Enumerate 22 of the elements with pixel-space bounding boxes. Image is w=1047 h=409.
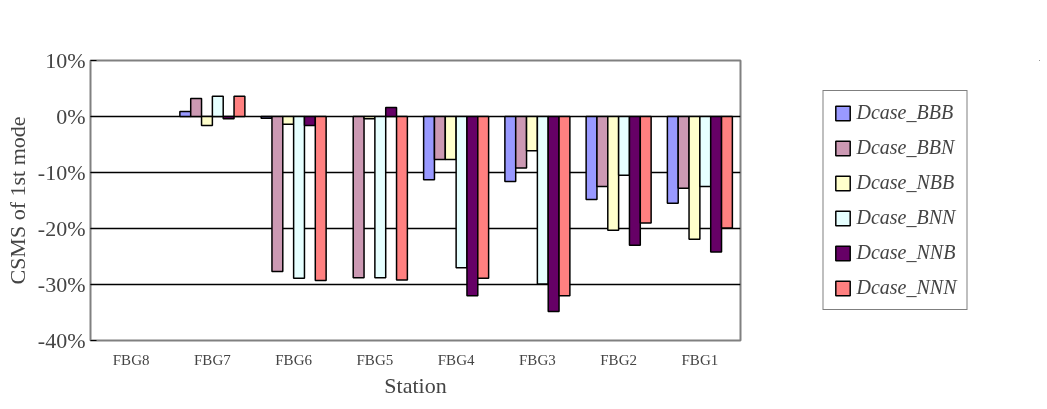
- y-tick-label: -10%: [37, 160, 86, 185]
- y-tick-label: -30%: [37, 272, 86, 297]
- legend-label: Dcase_NBB: [856, 171, 955, 194]
- y-tick-label: 10%: [45, 48, 86, 73]
- y-axis-title: CSMS of 1st mode: [4, 116, 30, 285]
- x-tick-label: FBG5: [356, 351, 394, 368]
- x-tick-label: FBG6: [275, 351, 313, 368]
- y-tick-label: 0%: [56, 104, 86, 129]
- x-tick-label: FBG4: [437, 351, 475, 368]
- legend-label: Dcase_NNB: [856, 241, 956, 264]
- legend-label: Dcase_BNN: [856, 206, 956, 229]
- x-axis-title: Station: [384, 372, 447, 398]
- legend-label: Dcase_BBB: [856, 101, 954, 124]
- legend-label: Dcase_NNN: [856, 276, 957, 299]
- x-tick-label: FBG3: [519, 351, 556, 368]
- x-tick-label: FBG1: [681, 351, 719, 368]
- legend-label: Dcase_BBN: [856, 136, 955, 159]
- x-tick-label: FBG2: [600, 351, 637, 368]
- y-tick-label: -20%: [37, 216, 86, 241]
- y-tick-label: -40%: [37, 328, 86, 353]
- x-tick-label: FBG8: [112, 351, 150, 368]
- x-tick-label: FBG7: [194, 351, 232, 368]
